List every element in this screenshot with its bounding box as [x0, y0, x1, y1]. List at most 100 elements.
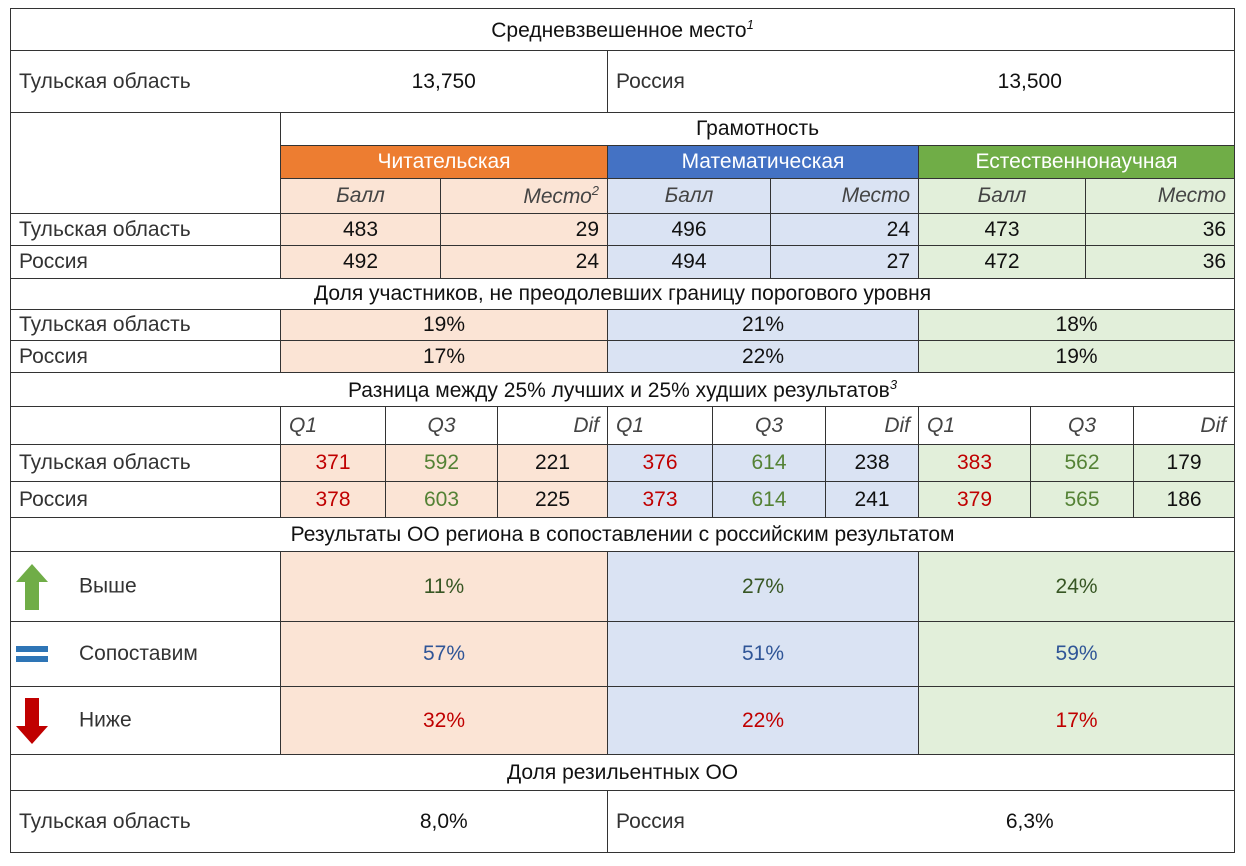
table-row: Тульская область 483 29 496 24 473 36	[10, 213, 1236, 246]
label-text: Сопоставим	[79, 642, 198, 665]
down-arrow-icon	[16, 697, 48, 744]
header-text: Средневзвешенное место	[491, 18, 747, 42]
column-header: Балл	[280, 178, 441, 214]
value: 22%	[607, 340, 919, 373]
row-label: Тульская область	[10, 213, 281, 246]
value: 27%	[607, 551, 919, 622]
value: 241	[825, 481, 919, 518]
subject-header: Естественнонаучная	[917, 145, 1236, 179]
value: 17%	[280, 340, 608, 373]
value: 19%	[917, 340, 1236, 373]
value: 24	[770, 213, 919, 246]
table-row: Балл Место2 Балл Место Балл Место	[11, 178, 1236, 214]
table-row: Тульская область 19% 21% 18%	[10, 309, 1236, 341]
table-row: Россия 17% 22% 19%	[10, 340, 1236, 373]
results-table: Средневзвешенное место1 Тульская область 1…	[9, 8, 1236, 853]
table-row: Тульская область 371 592 221 376 614 238 383 562…	[10, 444, 1236, 482]
value: 21%	[607, 309, 919, 341]
column-header: Балл	[918, 178, 1086, 214]
value: 373	[607, 481, 713, 518]
value: 494	[607, 245, 771, 279]
table-row: Результаты ОО региона в сопоставлении с …	[9, 517, 1236, 552]
table-row: Доля участников, не преодолевших границу…	[9, 278, 1236, 310]
column-header: Dif	[1132, 406, 1236, 445]
value: 19%	[280, 309, 608, 341]
value: 238	[825, 444, 919, 482]
value: 36	[1084, 245, 1236, 279]
row-label: Россия	[10, 245, 281, 279]
table-row: Разница между 25% лучших и 25% худших ре…	[9, 372, 1236, 407]
value: 18%	[917, 309, 1236, 341]
value: 24%	[917, 551, 1236, 622]
section-header: Грамотность	[279, 112, 1236, 146]
row-label: Россия	[607, 790, 826, 853]
row-label: Россия	[607, 50, 826, 113]
row-label: Тульская область	[10, 50, 281, 113]
value: 603	[385, 481, 498, 518]
value: 179	[1132, 444, 1236, 482]
value: 6,3%	[825, 790, 1236, 853]
row-label: Тульская область	[10, 309, 281, 341]
table-row: Тульская область 8,0% Россия 6,3%	[10, 790, 1236, 853]
value: 496	[607, 213, 771, 246]
column-header: Q1	[280, 406, 386, 445]
value: 614	[712, 444, 826, 482]
footnote-mark: 3	[889, 376, 898, 392]
column-header: Балл	[607, 178, 771, 214]
value: 383	[918, 444, 1031, 482]
value: 614	[712, 481, 826, 518]
value: 13,750	[280, 50, 608, 113]
section-header: Доля участников, не преодолевших границу…	[9, 278, 1236, 310]
table-body: Средневзвешенное место1 Тульская область 1…	[9, 8, 1236, 853]
row-label: Ниже	[10, 686, 281, 755]
value: 8,0%	[280, 790, 608, 853]
value: 13,500	[825, 50, 1236, 113]
column-header: Dif	[825, 406, 919, 445]
value: 483	[280, 213, 441, 246]
footnote-mark: 2	[591, 183, 599, 198]
equal-icon	[16, 646, 48, 663]
value: 32%	[280, 686, 608, 755]
subject-header: Читательская	[280, 145, 608, 179]
value: 473	[918, 213, 1086, 246]
footnote-mark: 1	[746, 16, 754, 32]
value: 57%	[280, 621, 608, 687]
column-header: Место	[770, 178, 919, 214]
value: 186	[1132, 481, 1236, 518]
header-text: Место	[523, 185, 592, 208]
value: 472	[918, 245, 1086, 279]
table-row: Читательская Математическая Естественнонау…	[11, 145, 1236, 179]
column-header: Q3	[712, 406, 826, 445]
column-header: Dif	[497, 406, 608, 445]
value: 378	[280, 481, 386, 518]
value: 562	[1030, 444, 1134, 482]
value: 24	[440, 245, 608, 279]
subject-header: Математическая	[607, 145, 919, 179]
section-header: Разница между 25% лучших и 25% худших ре…	[9, 372, 1236, 407]
label-text: Ниже	[79, 708, 132, 732]
value: 59%	[917, 621, 1236, 687]
empty-cell	[10, 406, 281, 445]
table-row: Сопоставим 57% 51% 59%	[10, 621, 1236, 687]
column-header: Q3	[385, 406, 498, 445]
column-header: Q3	[1030, 406, 1134, 445]
value: 379	[918, 481, 1031, 518]
value: 17%	[917, 686, 1236, 755]
column-header: Q1	[607, 406, 713, 445]
row-label: Тульская область	[10, 790, 281, 853]
label-text: Выше	[79, 574, 137, 598]
row-label: Россия	[10, 481, 281, 518]
table-row: Россия 492 24 494 27 472 36	[10, 245, 1236, 279]
header-text: Место	[841, 184, 910, 207]
column-header: Место2	[440, 178, 608, 214]
value: 371	[280, 444, 386, 482]
row-label: Россия	[10, 340, 281, 373]
value: 11%	[280, 551, 608, 622]
value: 592	[385, 444, 498, 482]
table-row: Тульская область 13,750 Россия 13,500	[10, 50, 1236, 113]
table-row: Выше 11% 27% 24%	[10, 551, 1236, 622]
up-arrow-icon	[16, 563, 48, 610]
section-header: Средневзвешенное место1	[9, 8, 1236, 51]
header-text: Разница между 25% лучших и 25% худших ре…	[348, 378, 890, 402]
